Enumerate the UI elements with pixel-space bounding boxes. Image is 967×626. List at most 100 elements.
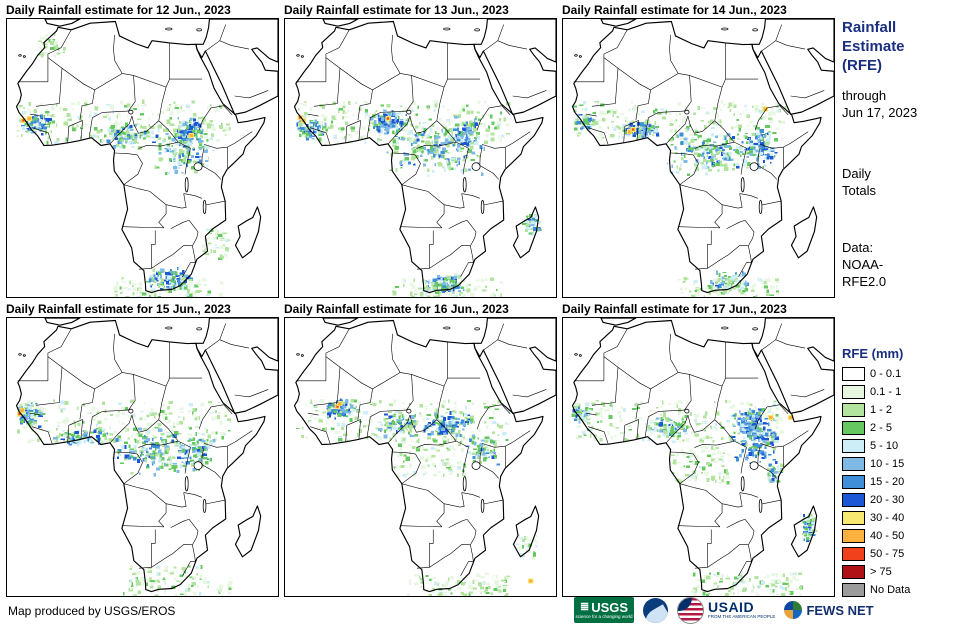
legend-swatch bbox=[842, 565, 865, 579]
legend-label: 5 - 10 bbox=[870, 440, 899, 452]
data-source-line: RFE2.0 bbox=[842, 274, 887, 289]
africa-map-svg bbox=[571, 318, 834, 596]
through-date: through Jun 17, 2023 bbox=[842, 87, 964, 121]
africa-map bbox=[562, 317, 835, 597]
africa-map bbox=[284, 18, 557, 298]
country-borders bbox=[295, 323, 547, 576]
legend-row: 5 - 10 bbox=[842, 439, 964, 453]
legend-row: 0.1 - 1 bbox=[842, 385, 964, 399]
data-source: Data: NOAA- RFE2.0 bbox=[842, 239, 964, 290]
africa-map-svg bbox=[293, 19, 556, 297]
totals-label: Daily Totals bbox=[842, 165, 964, 199]
coastlines bbox=[15, 318, 278, 593]
panel-title: Daily Rainfall estimate for 12 Jun., 202… bbox=[6, 3, 231, 17]
legend-swatch bbox=[842, 367, 865, 381]
lakes-and-islands bbox=[296, 27, 485, 214]
legend-row: No Data bbox=[842, 583, 964, 597]
fewsnet-globe-icon bbox=[784, 601, 803, 619]
product-title: Rainfall Estimate (RFE) bbox=[842, 18, 964, 75]
legend-label: No Data bbox=[870, 584, 911, 596]
lakes-and-islands bbox=[18, 27, 207, 214]
legend-swatch bbox=[842, 439, 865, 453]
legend-swatch bbox=[842, 457, 865, 471]
legend: RFE (mm) 0 - 0.1 0.1 - 1 1 - 2 2 - 5 5 - 10 1… bbox=[842, 346, 964, 597]
africa-map bbox=[6, 317, 279, 597]
africa-map-svg bbox=[15, 19, 278, 297]
country-borders bbox=[573, 323, 825, 576]
usaid-logo-text: USAID bbox=[708, 599, 755, 615]
rain-layer bbox=[296, 398, 538, 596]
africa-map-svg bbox=[293, 318, 556, 596]
usgs-logo: ≣ USGS science for a changing world bbox=[574, 597, 634, 623]
africa-map bbox=[284, 317, 557, 597]
legend-row: 2 - 5 bbox=[842, 421, 964, 435]
legend-label: 30 - 40 bbox=[870, 512, 905, 524]
panel-title: Daily Rainfall estimate for 17 Jun., 202… bbox=[562, 302, 787, 316]
map-panel-12jun: Daily Rainfall estimate for 12 Jun., 202… bbox=[6, 3, 284, 302]
africa-map-svg bbox=[571, 19, 834, 297]
legend-row: 50 - 75 bbox=[842, 547, 964, 561]
data-source-line: NOAA- bbox=[842, 257, 884, 272]
noaa-logo bbox=[643, 597, 668, 623]
legend-swatch bbox=[842, 475, 865, 489]
map-panel-17jun: Daily Rainfall estimate for 17 Jun., 202… bbox=[562, 302, 840, 601]
rain-layer bbox=[572, 100, 788, 297]
legend-label: 15 - 20 bbox=[870, 476, 905, 488]
legend-title: RFE (mm) bbox=[842, 346, 904, 361]
country-borders bbox=[17, 24, 269, 277]
legend-swatch bbox=[842, 529, 865, 543]
africa-map-svg bbox=[15, 318, 278, 596]
through-line: Jun 17, 2023 bbox=[842, 105, 918, 120]
panel-title: Daily Rainfall estimate for 14 Jun., 202… bbox=[562, 3, 787, 17]
legend-swatch bbox=[842, 547, 865, 561]
credit-text: Map produced by USGS/EROS bbox=[8, 604, 176, 618]
legend-row: > 75 bbox=[842, 565, 964, 579]
legend-label: 2 - 5 bbox=[870, 422, 893, 434]
through-line: through bbox=[842, 88, 887, 103]
country-borders bbox=[295, 24, 547, 277]
panel-title: Daily Rainfall estimate for 13 Jun., 202… bbox=[284, 3, 509, 17]
legend-row: 10 - 15 bbox=[842, 457, 964, 471]
africa-map bbox=[562, 18, 835, 298]
coastlines bbox=[293, 19, 556, 294]
country-borders bbox=[573, 24, 825, 277]
totals-line: Daily bbox=[842, 166, 871, 181]
legend-swatch bbox=[842, 385, 865, 399]
product-title-line: Estimate bbox=[842, 38, 905, 55]
legend-swatch bbox=[842, 583, 865, 597]
maps-grid: Daily Rainfall estimate for 12 Jun., 202… bbox=[6, 3, 840, 601]
product-title-line: (RFE) bbox=[842, 57, 882, 74]
legend-label: 20 - 30 bbox=[870, 494, 905, 506]
coastlines bbox=[15, 19, 278, 294]
legend-label: 40 - 50 bbox=[870, 530, 905, 542]
lakes-and-islands bbox=[18, 326, 207, 513]
sidebar: Rainfall Estimate (RFE) through Jun 17, … bbox=[842, 0, 964, 626]
legend-swatch bbox=[842, 421, 865, 435]
coastlines bbox=[293, 318, 556, 593]
coastlines bbox=[571, 318, 834, 593]
lakes-and-islands bbox=[574, 326, 763, 513]
africa-map bbox=[6, 18, 279, 298]
legend-label: 0.1 - 1 bbox=[870, 386, 902, 398]
lakes-and-islands bbox=[296, 326, 485, 513]
usgs-tagline: science for a changing world bbox=[575, 613, 633, 619]
usaid-flag-icon bbox=[677, 596, 704, 624]
legend-row: 1 - 2 bbox=[842, 403, 964, 417]
coastlines bbox=[571, 19, 834, 294]
legend-label: 0 - 0.1 bbox=[870, 368, 902, 380]
legend-label: 50 - 75 bbox=[870, 548, 905, 560]
rain-layer bbox=[16, 33, 232, 297]
legend-label: > 75 bbox=[870, 566, 892, 578]
legend-row: 30 - 40 bbox=[842, 511, 964, 525]
legend-row: 20 - 30 bbox=[842, 493, 964, 507]
map-panel-15jun: Daily Rainfall estimate for 15 Jun., 202… bbox=[6, 302, 284, 601]
usgs-logo-box: ≣ USGS science for a changing world bbox=[574, 597, 634, 623]
usaid-tagline: FROM THE AMERICAN PEOPLE bbox=[708, 614, 776, 619]
legend-row: 40 - 50 bbox=[842, 529, 964, 543]
fewsnet-logo-text: FEWS NET bbox=[806, 602, 874, 618]
product-title-line: Rainfall bbox=[842, 19, 897, 36]
legend-rows: 0 - 0.1 0.1 - 1 1 - 2 2 - 5 5 - 10 10 - 15 15 … bbox=[842, 367, 964, 597]
legend-label: 10 - 15 bbox=[870, 458, 905, 470]
usgs-logo-text: USGS bbox=[591, 599, 629, 615]
